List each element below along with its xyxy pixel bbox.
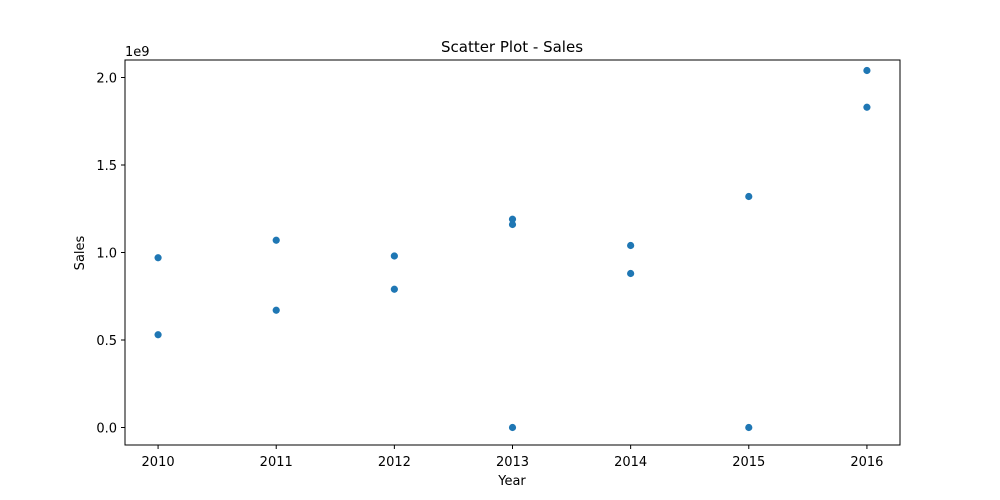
scatter-point bbox=[508, 423, 517, 432]
scatter-point bbox=[272, 306, 280, 314]
scatter-point bbox=[272, 236, 280, 244]
x-tick-label: 2011 bbox=[260, 455, 293, 470]
plot-area bbox=[154, 66, 871, 432]
scatter-point bbox=[863, 103, 871, 111]
x-tick-label: 2015 bbox=[732, 455, 765, 470]
x-tick-label: 2014 bbox=[614, 455, 647, 470]
scatter-point bbox=[390, 285, 398, 293]
scatter-point bbox=[154, 331, 162, 339]
y-axis-label: Sales bbox=[73, 235, 88, 270]
y-offset-label: 1e9 bbox=[125, 45, 150, 60]
y-tick-label: 2.0 bbox=[96, 72, 117, 87]
y-tick-label: 0.5 bbox=[96, 334, 117, 349]
scatter-point bbox=[627, 269, 635, 278]
scatter-point bbox=[154, 254, 162, 262]
y-tick-label: 1.0 bbox=[96, 247, 117, 262]
y-tick-label: 1.5 bbox=[96, 159, 117, 174]
x-tick-label: 2016 bbox=[850, 455, 883, 470]
scatter-point bbox=[390, 252, 398, 260]
x-tick-label: 2010 bbox=[142, 455, 175, 470]
scatter-point bbox=[508, 215, 517, 223]
chart-title: Scatter Plot - Sales bbox=[441, 38, 583, 56]
scatter-point bbox=[627, 241, 635, 250]
y-tick-label: 0.0 bbox=[96, 422, 117, 437]
plot-frame bbox=[124, 59, 901, 446]
x-axis-label: Year bbox=[497, 474, 526, 489]
scatter-point bbox=[745, 423, 753, 432]
scatter-point bbox=[508, 220, 517, 229]
scatter-point bbox=[745, 192, 753, 201]
scatter-point bbox=[863, 66, 871, 75]
x-tick-label: 2013 bbox=[496, 455, 529, 470]
x-tick-label: 2012 bbox=[378, 455, 411, 470]
